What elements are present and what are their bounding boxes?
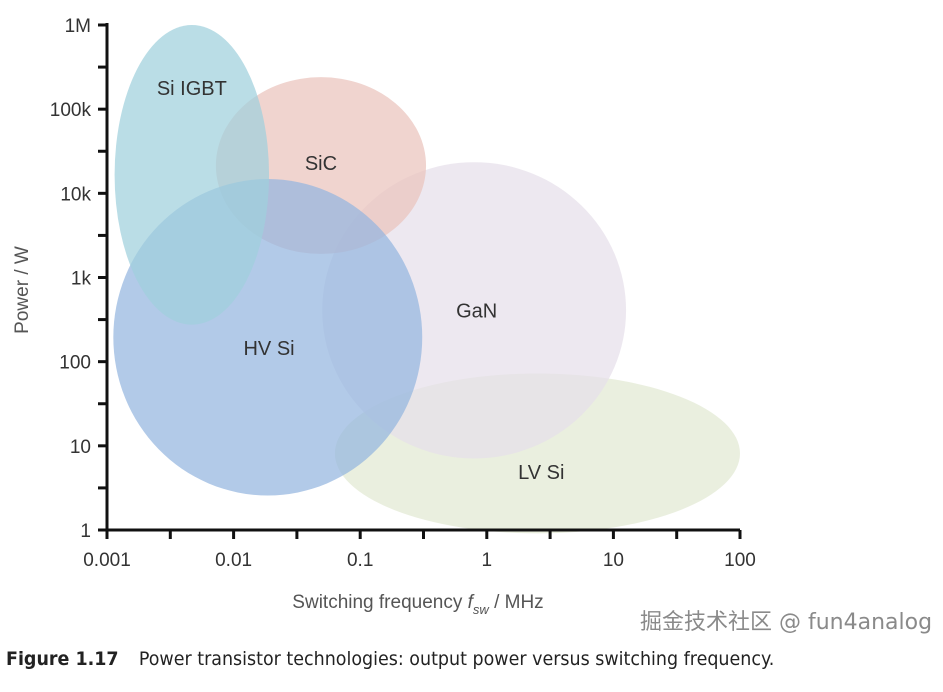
chart: LV Si GaN SiC HV Si Si IGBT 0.001 0.01 0.1 1 10 1… <box>12 16 756 617</box>
x-tick-label: 1 <box>482 550 493 571</box>
y-tick-label: 100 <box>59 353 91 374</box>
watermark: 掘金技术社区 @ fun4analog <box>640 610 933 635</box>
y-tick-label: 100k <box>50 100 92 121</box>
y-axis-label: Power / W <box>12 246 33 334</box>
region-si-igbt <box>114 25 270 325</box>
y-tick-label: 1 <box>80 521 91 542</box>
regions <box>113 25 740 534</box>
region-label-lv-si: LV Si <box>518 462 564 484</box>
x-tick-label: 0.1 <box>347 550 373 571</box>
region-label-gan: GaN <box>456 300 497 322</box>
axes: 0.001 0.01 0.1 1 10 100 1 10 100 1k 10k 100k 1M <box>50 16 756 571</box>
x-axis-label: Switching frequency fsw / MHz <box>292 592 543 617</box>
caption-text: Power transistor technologies: output po… <box>138 648 775 670</box>
y-tick-label: 1k <box>71 269 92 290</box>
x-tick-label: 0.01 <box>215 550 252 571</box>
figure-label: Figure 1.17 <box>6 648 119 670</box>
figure-caption: Figure 1.17 Power transistor technologies… <box>6 648 774 670</box>
region-label-hv-si: HV Si <box>243 338 294 360</box>
x-tick-label: 10 <box>603 550 624 571</box>
region-label-si-igbt: Si IGBT <box>157 78 227 100</box>
y-tick-label: 1M <box>65 16 91 37</box>
region-labels: LV Si GaN SiC HV Si Si IGBT <box>157 78 565 484</box>
region-label-sic: SiC <box>305 153 337 175</box>
x-tick-label: 100 <box>724 550 756 571</box>
y-tick-label: 10 <box>70 437 91 458</box>
x-tick-label: 0.001 <box>83 550 131 571</box>
y-tick-label: 10k <box>60 184 91 205</box>
